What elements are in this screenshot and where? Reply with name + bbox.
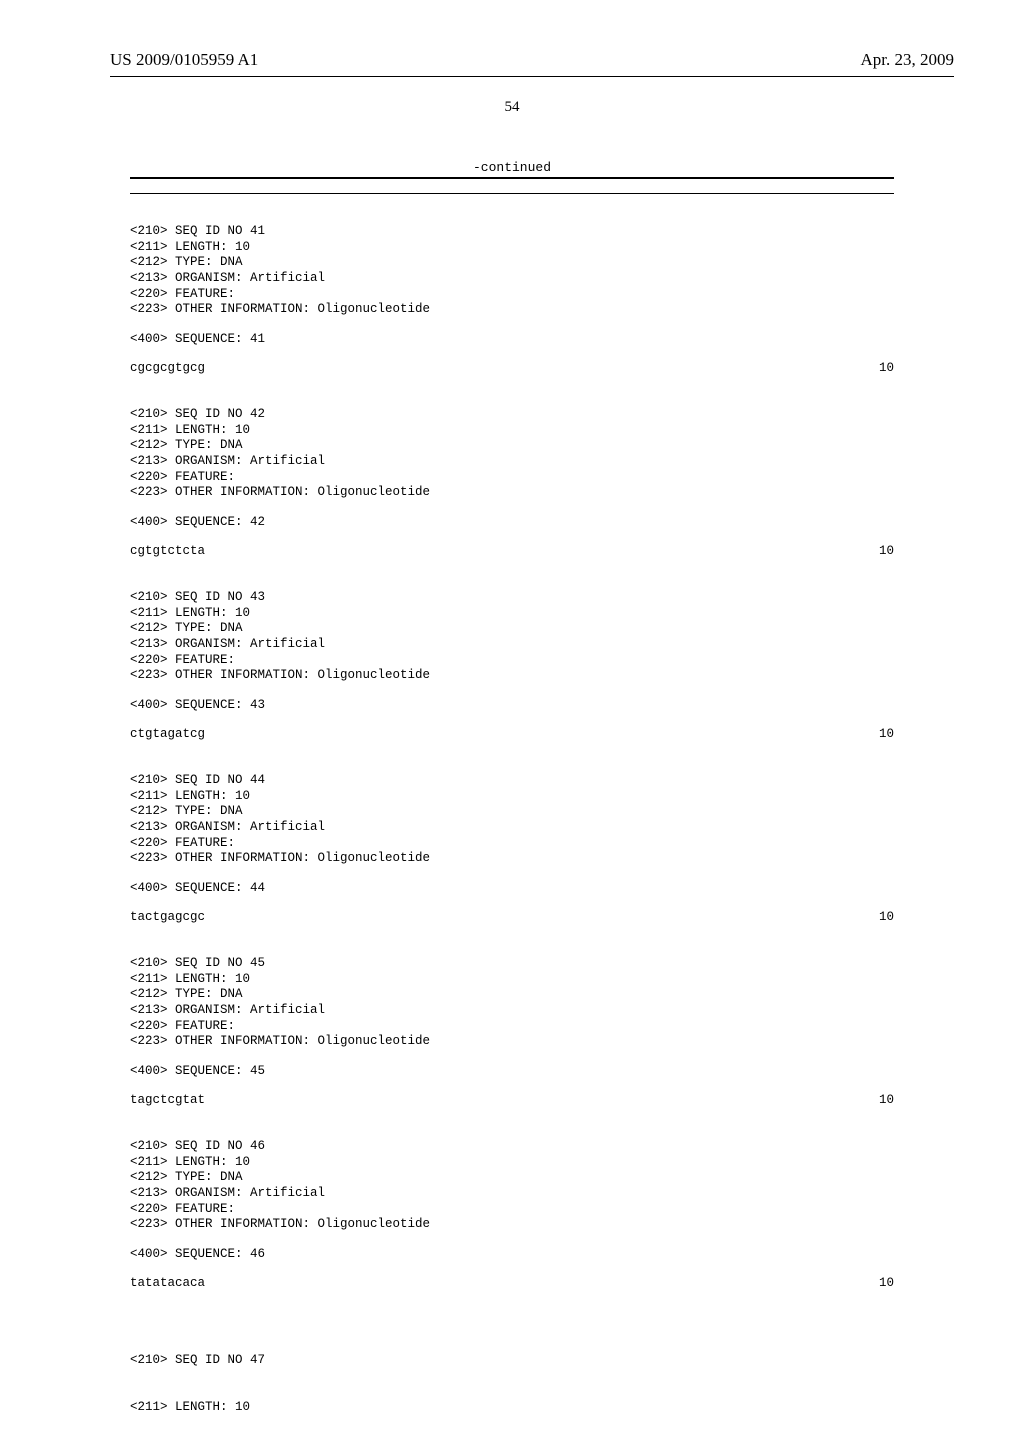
seq-length-line: <211> LENGTH: 10 (130, 972, 894, 988)
seq-organism-line: <213> ORGANISM: Artificial (130, 1003, 894, 1019)
seq-length-line: <211> LENGTH: 10 (130, 1155, 894, 1171)
continued-rule-top (130, 177, 894, 179)
sequence-row: tactgagcgc 10 (130, 910, 894, 926)
sequence-block: <210> SEQ ID NO 44 <211> LENGTH: 10 <212… (130, 773, 894, 926)
sequence-length: 10 (879, 727, 894, 743)
sequence-length: 10 (879, 361, 894, 377)
seq-type-line: <212> TYPE: DNA (130, 987, 894, 1003)
seq-feature-line: <220> FEATURE: (130, 1202, 894, 1218)
sequence-block: <210> SEQ ID NO 45 <211> LENGTH: 10 <212… (130, 956, 894, 1109)
seq-organism-line: <213> ORGANISM: Artificial (130, 454, 894, 470)
seq-400-line: <400> SEQUENCE: 42 (130, 515, 894, 531)
seq-400-line: <400> SEQUENCE: 41 (130, 332, 894, 348)
seq-length-line: <211> LENGTH: 10 (130, 606, 894, 622)
sequence-row: tagctcgtat 10 (130, 1093, 894, 1109)
seq-id-line: <210> SEQ ID NO 41 (130, 224, 894, 240)
seq-other-line: <223> OTHER INFORMATION: Oligonucleotide (130, 851, 894, 867)
seq-feature-line: <220> FEATURE: (130, 1019, 894, 1035)
sequence-block-partial: <210> SEQ ID NO 47 <211> LENGTH: 10 (130, 1322, 894, 1447)
sequence-text: tagctcgtat (130, 1093, 205, 1109)
seq-type-line: <212> TYPE: DNA (130, 438, 894, 454)
seq-id-line: <210> SEQ ID NO 45 (130, 956, 894, 972)
sequence-text: ctgtagatcg (130, 727, 205, 743)
seq-length-line: <211> LENGTH: 10 (130, 423, 894, 439)
seq-400-line: <400> SEQUENCE: 45 (130, 1064, 894, 1080)
seq-feature-line: <220> FEATURE: (130, 836, 894, 852)
sequence-block: <210> SEQ ID NO 41 <211> LENGTH: 10 <212… (130, 224, 894, 377)
seq-id-line: <210> SEQ ID NO 42 (130, 407, 894, 423)
sequence-row: cgtgtctcta 10 (130, 544, 894, 560)
seq-400-line: <400> SEQUENCE: 46 (130, 1247, 894, 1263)
seq-id-line: <210> SEQ ID NO 47 (130, 1353, 894, 1369)
seq-other-line: <223> OTHER INFORMATION: Oligonucleotide (130, 1034, 894, 1050)
seq-type-line: <212> TYPE: DNA (130, 621, 894, 637)
sequence-row: cgcgcgtgcg 10 (130, 361, 894, 377)
seq-other-line: <223> OTHER INFORMATION: Oligonucleotide (130, 1217, 894, 1233)
seq-other-line: <223> OTHER INFORMATION: Oligonucleotide (130, 668, 894, 684)
sequence-length: 10 (879, 1093, 894, 1109)
sequence-length: 10 (879, 544, 894, 560)
sequence-length: 10 (879, 1276, 894, 1292)
seq-length-line: <211> LENGTH: 10 (130, 1400, 894, 1416)
seq-400-line: <400> SEQUENCE: 43 (130, 698, 894, 714)
seq-type-line: <212> TYPE: DNA (130, 255, 894, 271)
sequence-text: tatatacaca (130, 1276, 205, 1292)
seq-organism-line: <213> ORGANISM: Artificial (130, 820, 894, 836)
seq-other-line: <223> OTHER INFORMATION: Oligonucleotide (130, 302, 894, 318)
sequence-text: tactgagcgc (130, 910, 205, 926)
sequence-row: ctgtagatcg 10 (130, 727, 894, 743)
sequence-block: <210> SEQ ID NO 46 <211> LENGTH: 10 <212… (130, 1139, 894, 1292)
header-rule (110, 76, 954, 77)
seq-length-line: <211> LENGTH: 10 (130, 240, 894, 256)
continued-label: -continued (0, 160, 1024, 175)
seq-feature-line: <220> FEATURE: (130, 470, 894, 486)
continued-rule-bottom (130, 193, 894, 194)
sequence-row: tatatacaca 10 (130, 1276, 894, 1292)
seq-feature-line: <220> FEATURE: (130, 287, 894, 303)
publication-number: US 2009/0105959 A1 (110, 50, 258, 70)
seq-organism-line: <213> ORGANISM: Artificial (130, 271, 894, 287)
sequence-block: <210> SEQ ID NO 42 <211> LENGTH: 10 <212… (130, 407, 894, 560)
seq-id-line: <210> SEQ ID NO 43 (130, 590, 894, 606)
seq-type-line: <212> TYPE: DNA (130, 1170, 894, 1186)
seq-id-line: <210> SEQ ID NO 46 (130, 1139, 894, 1155)
seq-type-line: <212> TYPE: DNA (130, 804, 894, 820)
page-number: 54 (0, 99, 1024, 116)
sequence-block: <210> SEQ ID NO 43 <211> LENGTH: 10 <212… (130, 590, 894, 743)
seq-organism-line: <213> ORGANISM: Artificial (130, 1186, 894, 1202)
sequence-listing: <210> SEQ ID NO 41 <211> LENGTH: 10 <212… (0, 224, 1024, 1447)
sequence-text: cgtgtctcta (130, 544, 205, 560)
seq-length-line: <211> LENGTH: 10 (130, 789, 894, 805)
seq-id-line: <210> SEQ ID NO 44 (130, 773, 894, 789)
seq-feature-line: <220> FEATURE: (130, 653, 894, 669)
seq-organism-line: <213> ORGANISM: Artificial (130, 637, 894, 653)
seq-400-line: <400> SEQUENCE: 44 (130, 881, 894, 897)
sequence-length: 10 (879, 910, 894, 926)
seq-other-line: <223> OTHER INFORMATION: Oligonucleotide (130, 485, 894, 501)
sequence-text: cgcgcgtgcg (130, 361, 205, 377)
page-header: US 2009/0105959 A1 Apr. 23, 2009 (0, 0, 1024, 76)
publication-date: Apr. 23, 2009 (861, 50, 955, 70)
